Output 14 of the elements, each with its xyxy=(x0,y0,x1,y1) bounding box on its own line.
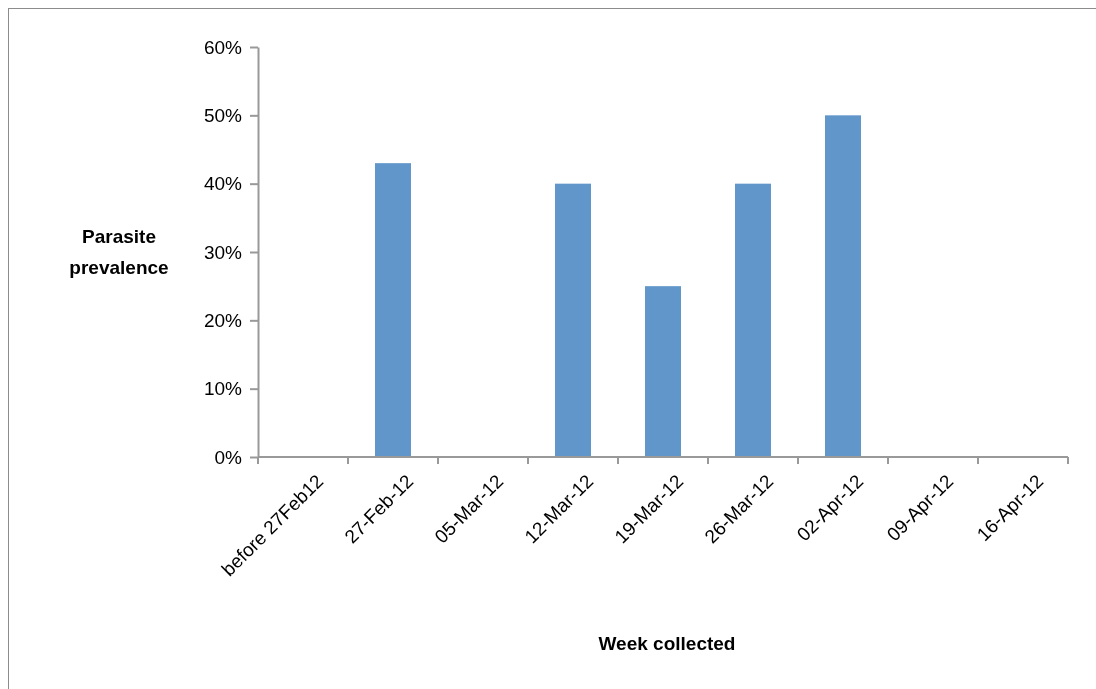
bar xyxy=(375,163,411,457)
y-tick-label: 30% xyxy=(203,241,243,263)
y-tick-label: 40% xyxy=(203,173,243,195)
y-tick-label: 50% xyxy=(203,104,243,126)
y-tick-label: 10% xyxy=(203,378,243,400)
y-tick-label: 0% xyxy=(214,446,243,468)
x-axis-title: Week collected xyxy=(598,633,736,654)
y-tick-label: 20% xyxy=(203,309,243,331)
bar xyxy=(645,286,681,457)
bar xyxy=(825,115,861,457)
y-tick-label: 60% xyxy=(203,36,243,58)
bar xyxy=(555,183,591,457)
y-axis-title: Parasite prevalence xyxy=(69,226,169,279)
bar xyxy=(735,183,771,457)
